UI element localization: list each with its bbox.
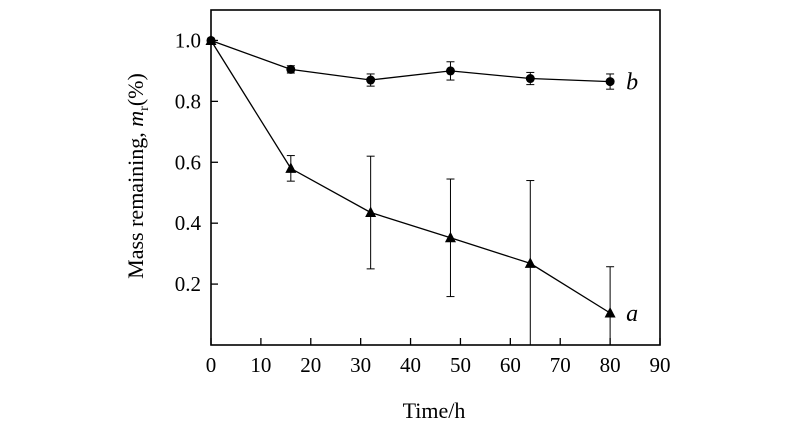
data-point xyxy=(445,66,455,76)
x-tick-label: 90 xyxy=(650,353,671,377)
data-point xyxy=(605,77,615,87)
data-point xyxy=(444,231,456,243)
series-line xyxy=(210,39,611,83)
series-b xyxy=(206,35,615,90)
y-tick-label: 0.4 xyxy=(175,211,202,235)
y-axis-title-unit: (%) xyxy=(123,73,148,106)
plot-frame-box xyxy=(210,9,661,346)
data-point xyxy=(525,74,535,84)
x-tick-label: 0 xyxy=(206,353,217,377)
y-tick-label: 1.0 xyxy=(175,28,201,52)
data-point xyxy=(205,34,217,45)
x-tick-label: 60 xyxy=(500,353,521,377)
series-a xyxy=(205,34,616,345)
y-axis-title-main: Mass remaining, xyxy=(123,127,148,279)
y-axis-title: Mass remaining, mr(%) xyxy=(123,73,152,279)
x-tick-label: 40 xyxy=(400,353,421,377)
data-point xyxy=(286,64,296,74)
y-axis-ticks: 0.2 0.4 0.6 0.8 1.0 xyxy=(175,28,218,296)
y-tick-label: 0.6 xyxy=(175,150,201,174)
data-point xyxy=(285,162,297,173)
data-point xyxy=(604,307,616,318)
data-point xyxy=(365,206,377,218)
x-tick-label: 30 xyxy=(350,353,371,377)
x-axis-ticks: 0 10 20 30 40 50 60 70 80 90 xyxy=(206,338,671,377)
data-point xyxy=(524,257,536,268)
plot-frame xyxy=(210,9,661,346)
x-tick-label: 50 xyxy=(450,353,471,377)
y-axis-title-sub: r xyxy=(137,106,152,111)
series-label-a: a xyxy=(626,301,638,327)
x-tick-label: 20 xyxy=(300,353,321,377)
series-line xyxy=(210,40,611,314)
y-tick-label: 0.2 xyxy=(175,272,201,296)
series-labels: ba xyxy=(626,70,638,327)
data-point xyxy=(366,75,376,85)
series-label-b: b xyxy=(626,70,638,96)
y-axis-title-var: m xyxy=(123,111,148,127)
y-tick-label: 0.8 xyxy=(175,89,201,113)
x-axis-title: Time/h xyxy=(403,398,466,423)
x-tick-label: 80 xyxy=(600,353,621,377)
x-tick-label: 10 xyxy=(250,353,271,377)
x-tick-label: 70 xyxy=(550,353,571,377)
series-group xyxy=(205,34,616,345)
